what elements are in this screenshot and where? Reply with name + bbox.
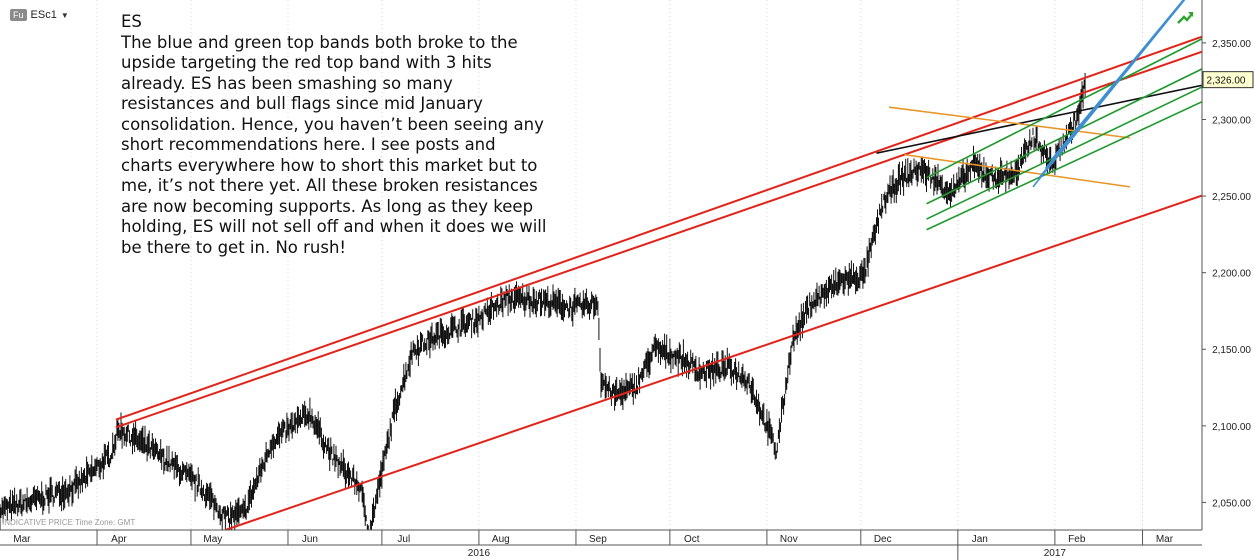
orange-trend-line-5	[888, 106, 1131, 139]
y-tick-label: 2,350.00	[1212, 39, 1251, 50]
futures-badge: Fu	[10, 9, 27, 21]
analysis-note: ES The blue and green top bands both brok…	[121, 12, 551, 258]
last-price-label: 2,326.00	[1207, 76, 1246, 87]
x-tick-label: Apr	[111, 534, 127, 545]
footer-note: INDICATIVE PRICE Time Zone: GMT	[2, 518, 136, 527]
red-trend-line-3	[225, 194, 1202, 530]
price-series	[0, 73, 1086, 530]
ticker-symbol: ESc1	[30, 9, 57, 21]
red-trend-line-2	[115, 50, 1202, 429]
green-trend-line-7	[926, 37, 1202, 179]
x-tick-label: Jun	[302, 534, 318, 545]
black-trend-line-4	[876, 84, 1202, 154]
red-trend-line-1	[115, 35, 1202, 421]
x-tick-label: May	[203, 534, 222, 545]
y-axis-background	[1202, 0, 1255, 530]
x-tick-label: Jul	[397, 534, 410, 545]
x-tick-label: Jan	[972, 534, 988, 545]
x-tick-label: Mar	[1156, 534, 1174, 545]
y-tick-label: 2,300.00	[1212, 115, 1251, 126]
x-tick-label: Dec	[874, 534, 892, 545]
note-title: ES	[121, 12, 142, 31]
y-tick-label: 2,150.00	[1212, 345, 1251, 356]
y-tick-label: 2,050.00	[1212, 498, 1251, 509]
price-bars	[0, 73, 1086, 530]
blue-trend-line-14	[1051, 0, 1185, 160]
x-tick-label: Aug	[492, 534, 510, 545]
note-body: The blue and green top bands both broke …	[121, 32, 547, 257]
x-axis: Mar Apr May Jun Jul Aug Sep Oct Nov Dec Jan Feb Mar 2…	[0, 529, 1255, 560]
x-tick-label: Nov	[780, 534, 798, 545]
x-tick-label: Oct	[684, 534, 700, 545]
year-label: 2016	[468, 548, 491, 559]
y-tick-label: 2,100.00	[1212, 422, 1251, 433]
year-label: 2017	[1044, 548, 1067, 559]
x-tick-label: Sep	[589, 534, 607, 545]
y-axis: 2,050.00 2,100.00 2,150.00 2,200.00 2,250.00…	[1201, 0, 1255, 530]
last-price-tag	[1202, 71, 1254, 89]
x-tick-label: Feb	[1068, 534, 1086, 545]
ticker-selector[interactable]: Fu ESc1 ▼	[10, 9, 69, 21]
y-tick-label: 2,200.00	[1212, 269, 1251, 280]
green-trend-line-10	[926, 100, 1202, 231]
x-tick-label: Mar	[13, 534, 31, 545]
dropdown-arrow-icon[interactable]: ▼	[60, 10, 69, 20]
green-trend-line-9	[926, 86, 1202, 220]
y-tick-label: 2,250.00	[1212, 192, 1251, 203]
trend-up-icon[interactable]	[1176, 9, 1194, 25]
orange-trend-line-6	[904, 153, 1131, 188]
series-layer	[0, 0, 1202, 530]
